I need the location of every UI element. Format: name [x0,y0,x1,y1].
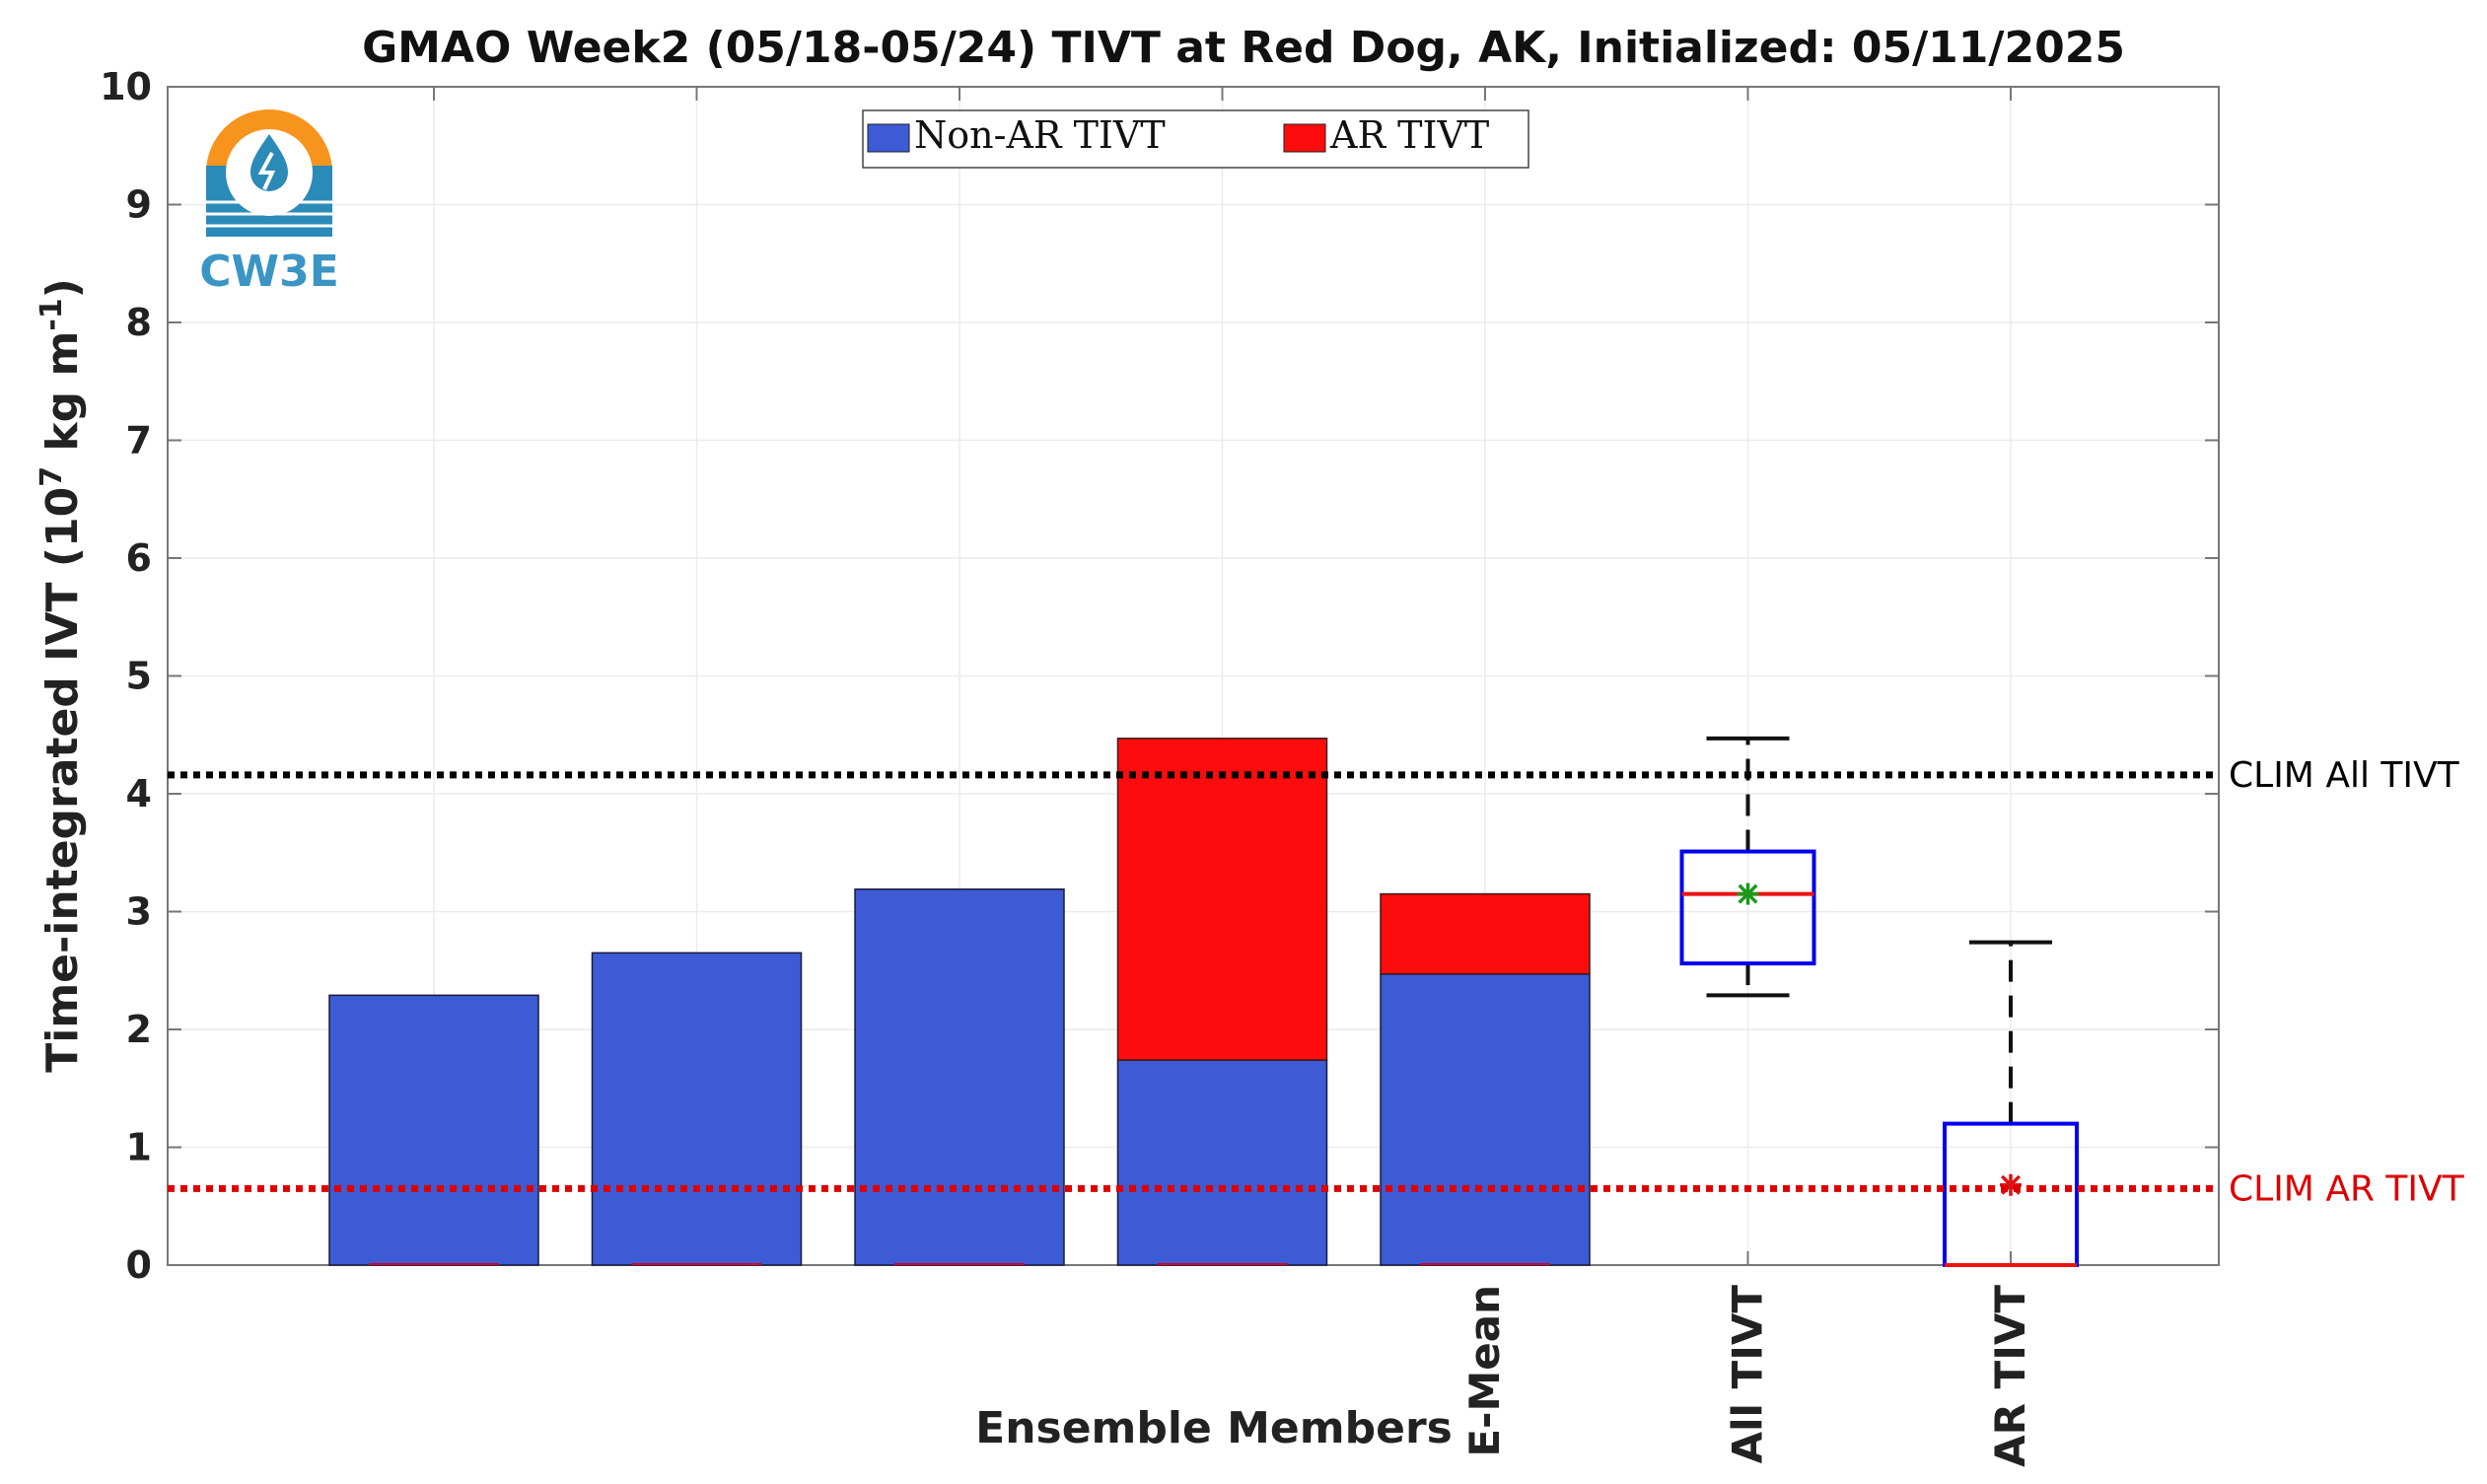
reference-line-label: CLIM All TIVT [2229,755,2460,796]
y-tick-label: 4 [126,772,152,815]
cw3e-logo: CW3E [199,109,339,297]
y-tick-label: 0 [126,1243,152,1287]
x-tick-label: AR TIVT [1986,1285,2034,1467]
chart-title: GMAO Week2 (05/18-05/24) TIVT at Red Dog… [362,23,2125,73]
legend-label-non-ar: Non-AR TIVT [914,113,1166,157]
box-mean-marker [1737,883,1759,905]
y-tick-label: 8 [126,301,152,344]
stacked-bars [328,738,1591,1266]
bar-ar [1116,738,1328,1061]
x-tick-label: E-Mean [1460,1285,1509,1457]
legend-label-ar: AR TIVT [1329,113,1489,157]
y-tick-label: 1 [126,1126,152,1169]
legend-swatch-ar [1283,123,1326,153]
x-tick-label: All TIVT [1724,1285,1772,1464]
y-tick-label: 2 [126,1008,152,1051]
reference-line-label: CLIM AR TIVT [2229,1168,2465,1209]
reference-lines: CLIM All TIVT CLIM AR TIVT [168,755,2465,1209]
bar-ar [1380,892,1591,975]
legend: Non-AR TIVT AR TIVT [862,109,1529,169]
bar-non-ar [328,994,539,1266]
y-tick-label: 5 [126,655,152,698]
y-tick-label: 6 [126,536,152,580]
bar-non-ar [1380,973,1591,1266]
y-axis: 0 1 2 3 4 5 6 7 8 9 10 [100,65,2219,1287]
mean-star-stroke [1738,883,1758,904]
y-axis-label: Time-integrated IVT (107 kg m-1) [35,278,88,1073]
bar-non-ar [1116,1059,1328,1266]
bar-non-ar [854,888,1065,1266]
y-tick-label: 9 [126,183,152,227]
y-tick-label: 7 [126,419,152,462]
box-mean-marker [2000,1173,2022,1196]
bar-non-ar [591,952,803,1266]
y-tick-label: 10 [100,65,152,108]
box-iqr [1679,849,1816,966]
legend-swatch-non-ar [867,123,910,153]
x-axis-categories: E-Mean All TIVT AR TIVT [1460,1285,2034,1467]
logo-text: CW3E [199,247,339,297]
x-axis-label: Ensemble Members [975,1403,1453,1453]
y-tick-label: 3 [126,890,152,934]
